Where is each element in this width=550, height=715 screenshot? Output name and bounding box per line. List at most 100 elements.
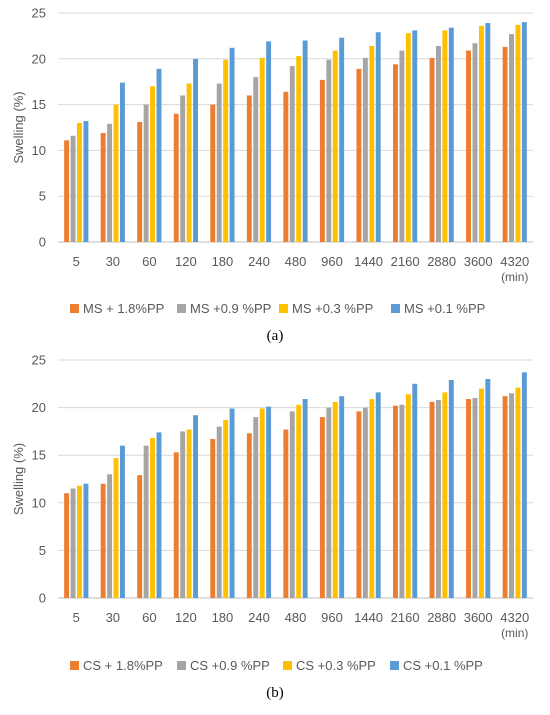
bar [70,135,76,242]
bar [259,408,265,598]
bar [113,104,119,242]
bar [356,411,362,598]
x-tick-label: 2160 [391,610,420,625]
legend-swatch [283,661,292,670]
x-tick-label: 180 [212,610,234,625]
bar [289,411,295,598]
bar [405,33,411,242]
bar [266,406,272,598]
bar [223,59,229,242]
chart-panel-b: 0 5 10 15 20 25 Swelling (%) 5 30 60 120 180 240 480 9… [0,352,550,710]
bar [515,387,521,598]
bar [107,474,113,598]
bar [283,429,289,598]
x-tick-label: 120 [175,254,197,269]
bar [246,95,252,242]
bar [246,433,252,598]
y-tick-label: 0 [39,235,46,250]
x-tick-label: 5 [73,610,80,625]
x-tick-label: 2880 [427,254,456,269]
bar-chart-b: 0 5 10 15 20 25 Swelling (%) 5 30 60 120 180 240 480 9… [11,353,533,673]
y-tick-label: 20 [32,51,46,66]
legend-swatch [70,304,79,313]
bar [266,41,272,243]
bar [119,445,125,598]
bar [326,407,332,598]
legend-label: MS + 1.8%PP [83,301,164,316]
bar [137,122,143,242]
x-tick-label: 1440 [354,254,383,269]
legend-swatch [391,304,400,313]
bar [150,86,156,242]
bar [399,404,405,598]
bar [509,393,514,598]
bar [229,47,235,242]
bar [143,445,149,598]
x-tick-label: 480 [285,610,307,625]
bar [393,405,398,598]
x-tick-label: 240 [248,610,270,625]
x-tick-label: 5 [73,254,80,269]
x-tick-label: 3600 [464,254,493,269]
bar [77,122,82,242]
bar [64,493,70,598]
bar [435,45,441,243]
bar [70,488,76,598]
bar [339,37,345,243]
legend-swatch [279,304,288,313]
bar [485,379,491,598]
bar [412,30,418,243]
bar [405,394,411,598]
bar [186,83,192,242]
bar [485,23,491,242]
bar [502,396,508,598]
y-tick-label: 0 [39,591,46,606]
y-axis-label: Swelling (%) [11,91,26,163]
panel-caption-a: (a) [266,328,284,344]
bar [448,379,454,598]
bar [253,77,259,243]
bar [210,104,216,242]
chart-panel-a: 0 5 10 15 20 25 Swelling (%) 5 30 60 120 180 240 480 9… [0,0,550,352]
panel-caption-b: (b) [266,685,284,701]
bar [466,50,472,242]
y-tick-label: 25 [32,6,46,21]
y-tick-label: 20 [32,400,46,415]
bar-chart-a: 0 5 10 15 20 25 Swelling (%) 5 30 60 120 180 240 480 9… [11,6,533,316]
bar [509,34,514,243]
legend-label: MS +0.1 %PP [404,301,485,316]
y-tick-label: 15 [32,448,46,463]
bar [173,452,179,598]
legend-label: CS +0.1 %PP [403,658,483,673]
x-tick-label: 2880 [427,610,456,625]
bar [472,398,478,598]
bar [412,383,418,598]
y-tick-label: 5 [39,543,46,558]
bar [229,408,235,598]
legend-label: MS +0.9 %PP [190,301,271,316]
bar [150,438,156,598]
bar [472,43,478,243]
bar [180,95,186,242]
bar [83,121,89,242]
bar [442,30,448,243]
x-tick-label: 960 [321,610,343,625]
bar [100,483,106,598]
legend-swatch [390,661,399,670]
bar [283,91,289,242]
x-tick-label: 3600 [464,610,493,625]
bar [393,64,398,243]
bar [107,123,113,242]
bar [193,415,198,598]
bar [210,439,216,598]
bar [64,140,70,242]
x-tick-label: 4320 [500,254,529,269]
bar [319,417,325,598]
x-tick-label: 120 [175,610,197,625]
y-tick-label: 25 [32,353,46,368]
bar [369,45,375,243]
x-tick-label: 480 [285,254,307,269]
bar [429,57,435,242]
x-tick-label: 4320 [500,610,529,625]
x-tick-label: 30 [106,610,120,625]
